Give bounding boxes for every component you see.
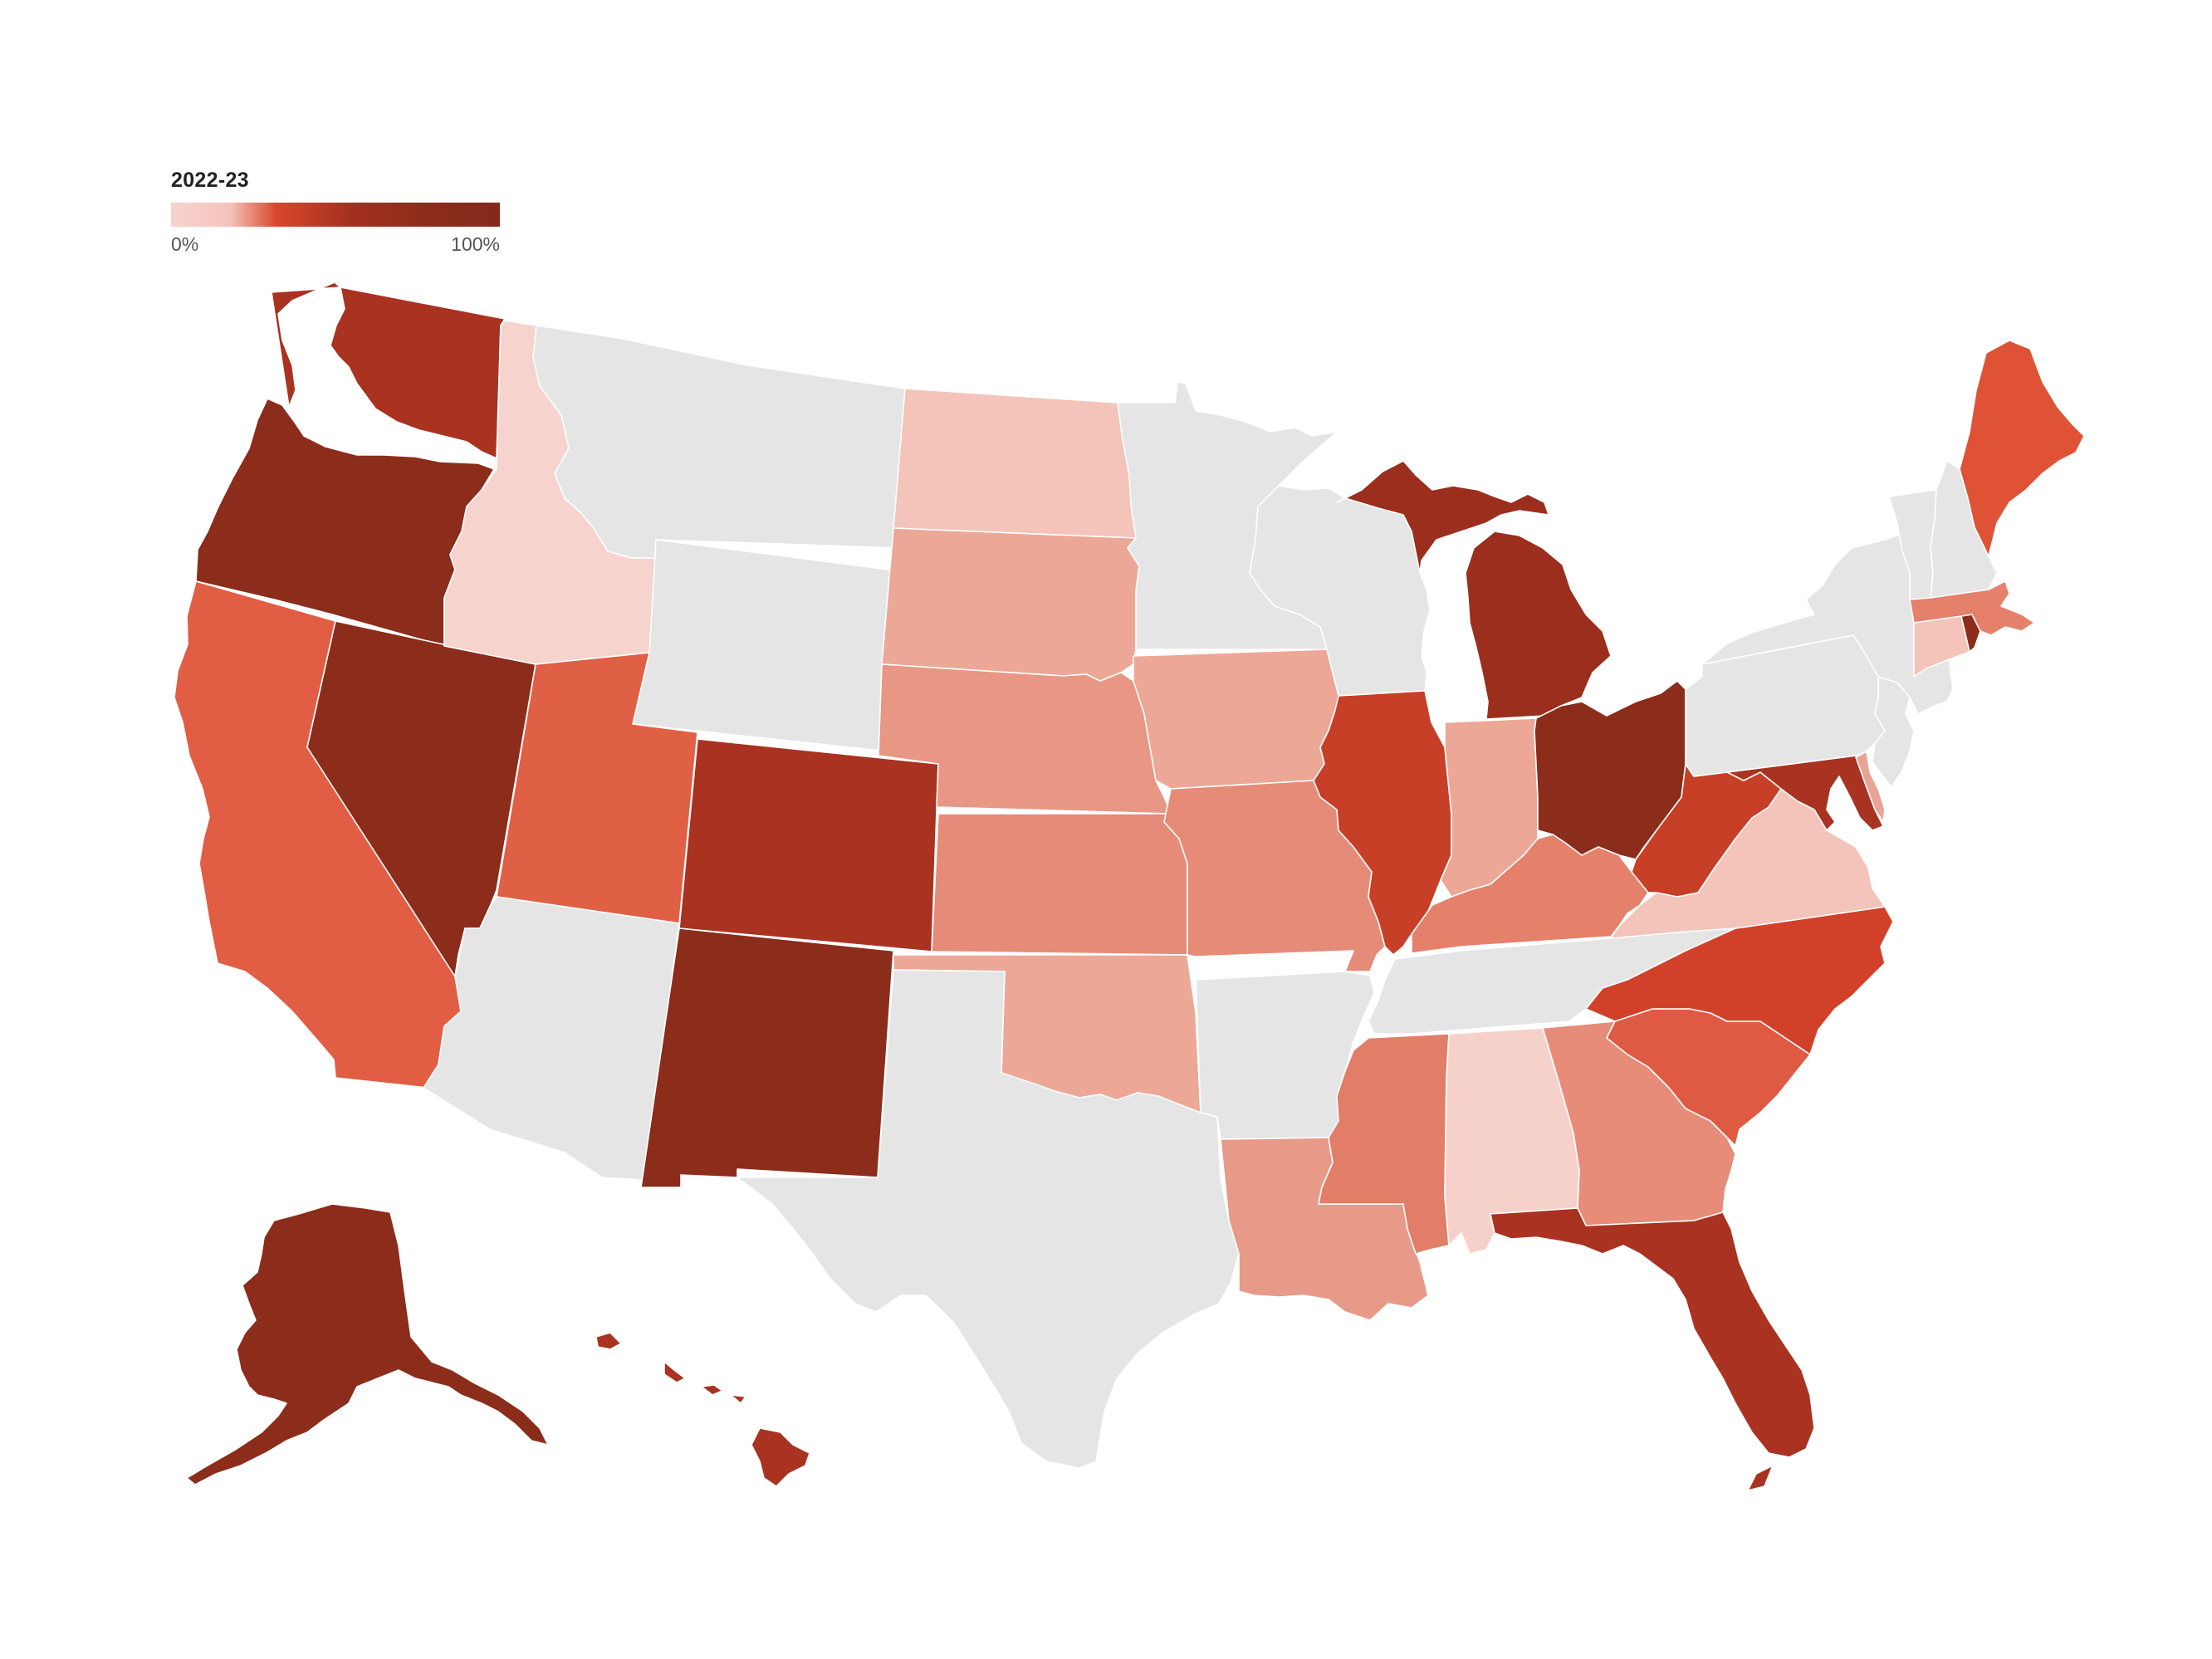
state-ak[interactable] xyxy=(186,1203,549,1485)
legend-ticks: 0% 100% xyxy=(171,233,500,262)
state-mi[interactable] xyxy=(1336,460,1612,720)
state-az[interactable] xyxy=(423,896,680,1182)
state-nd[interactable] xyxy=(893,388,1137,539)
state-wa[interactable] xyxy=(271,281,506,459)
state-de[interactable] xyxy=(1855,751,1886,823)
state-sd[interactable] xyxy=(881,527,1140,682)
state-fa[interactable] xyxy=(1490,1207,1815,1491)
state-tx[interactable] xyxy=(737,969,1240,1469)
legend-title: 2022-23 xyxy=(171,169,249,192)
legend-color-scale xyxy=(171,203,500,227)
state-ia[interactable] xyxy=(1133,648,1346,790)
state-co[interactable] xyxy=(678,738,939,952)
state-hi[interactable] xyxy=(595,1332,810,1487)
state-ks[interactable] xyxy=(931,813,1188,956)
state-nc[interactable] xyxy=(1585,906,1894,1055)
state-nm[interactable] xyxy=(640,927,894,1188)
state-mt[interactable] xyxy=(532,325,906,559)
map-legend: 2022-23 0% 100% xyxy=(171,169,503,262)
state-wy[interactable] xyxy=(632,539,902,752)
state-ma[interactable] xyxy=(1909,580,2035,636)
state-wv[interactable] xyxy=(1631,763,1782,898)
state-me[interactable] xyxy=(1959,340,2085,557)
legend-min-label: 0% xyxy=(171,233,199,255)
legend-max-label: 100% xyxy=(451,233,500,255)
